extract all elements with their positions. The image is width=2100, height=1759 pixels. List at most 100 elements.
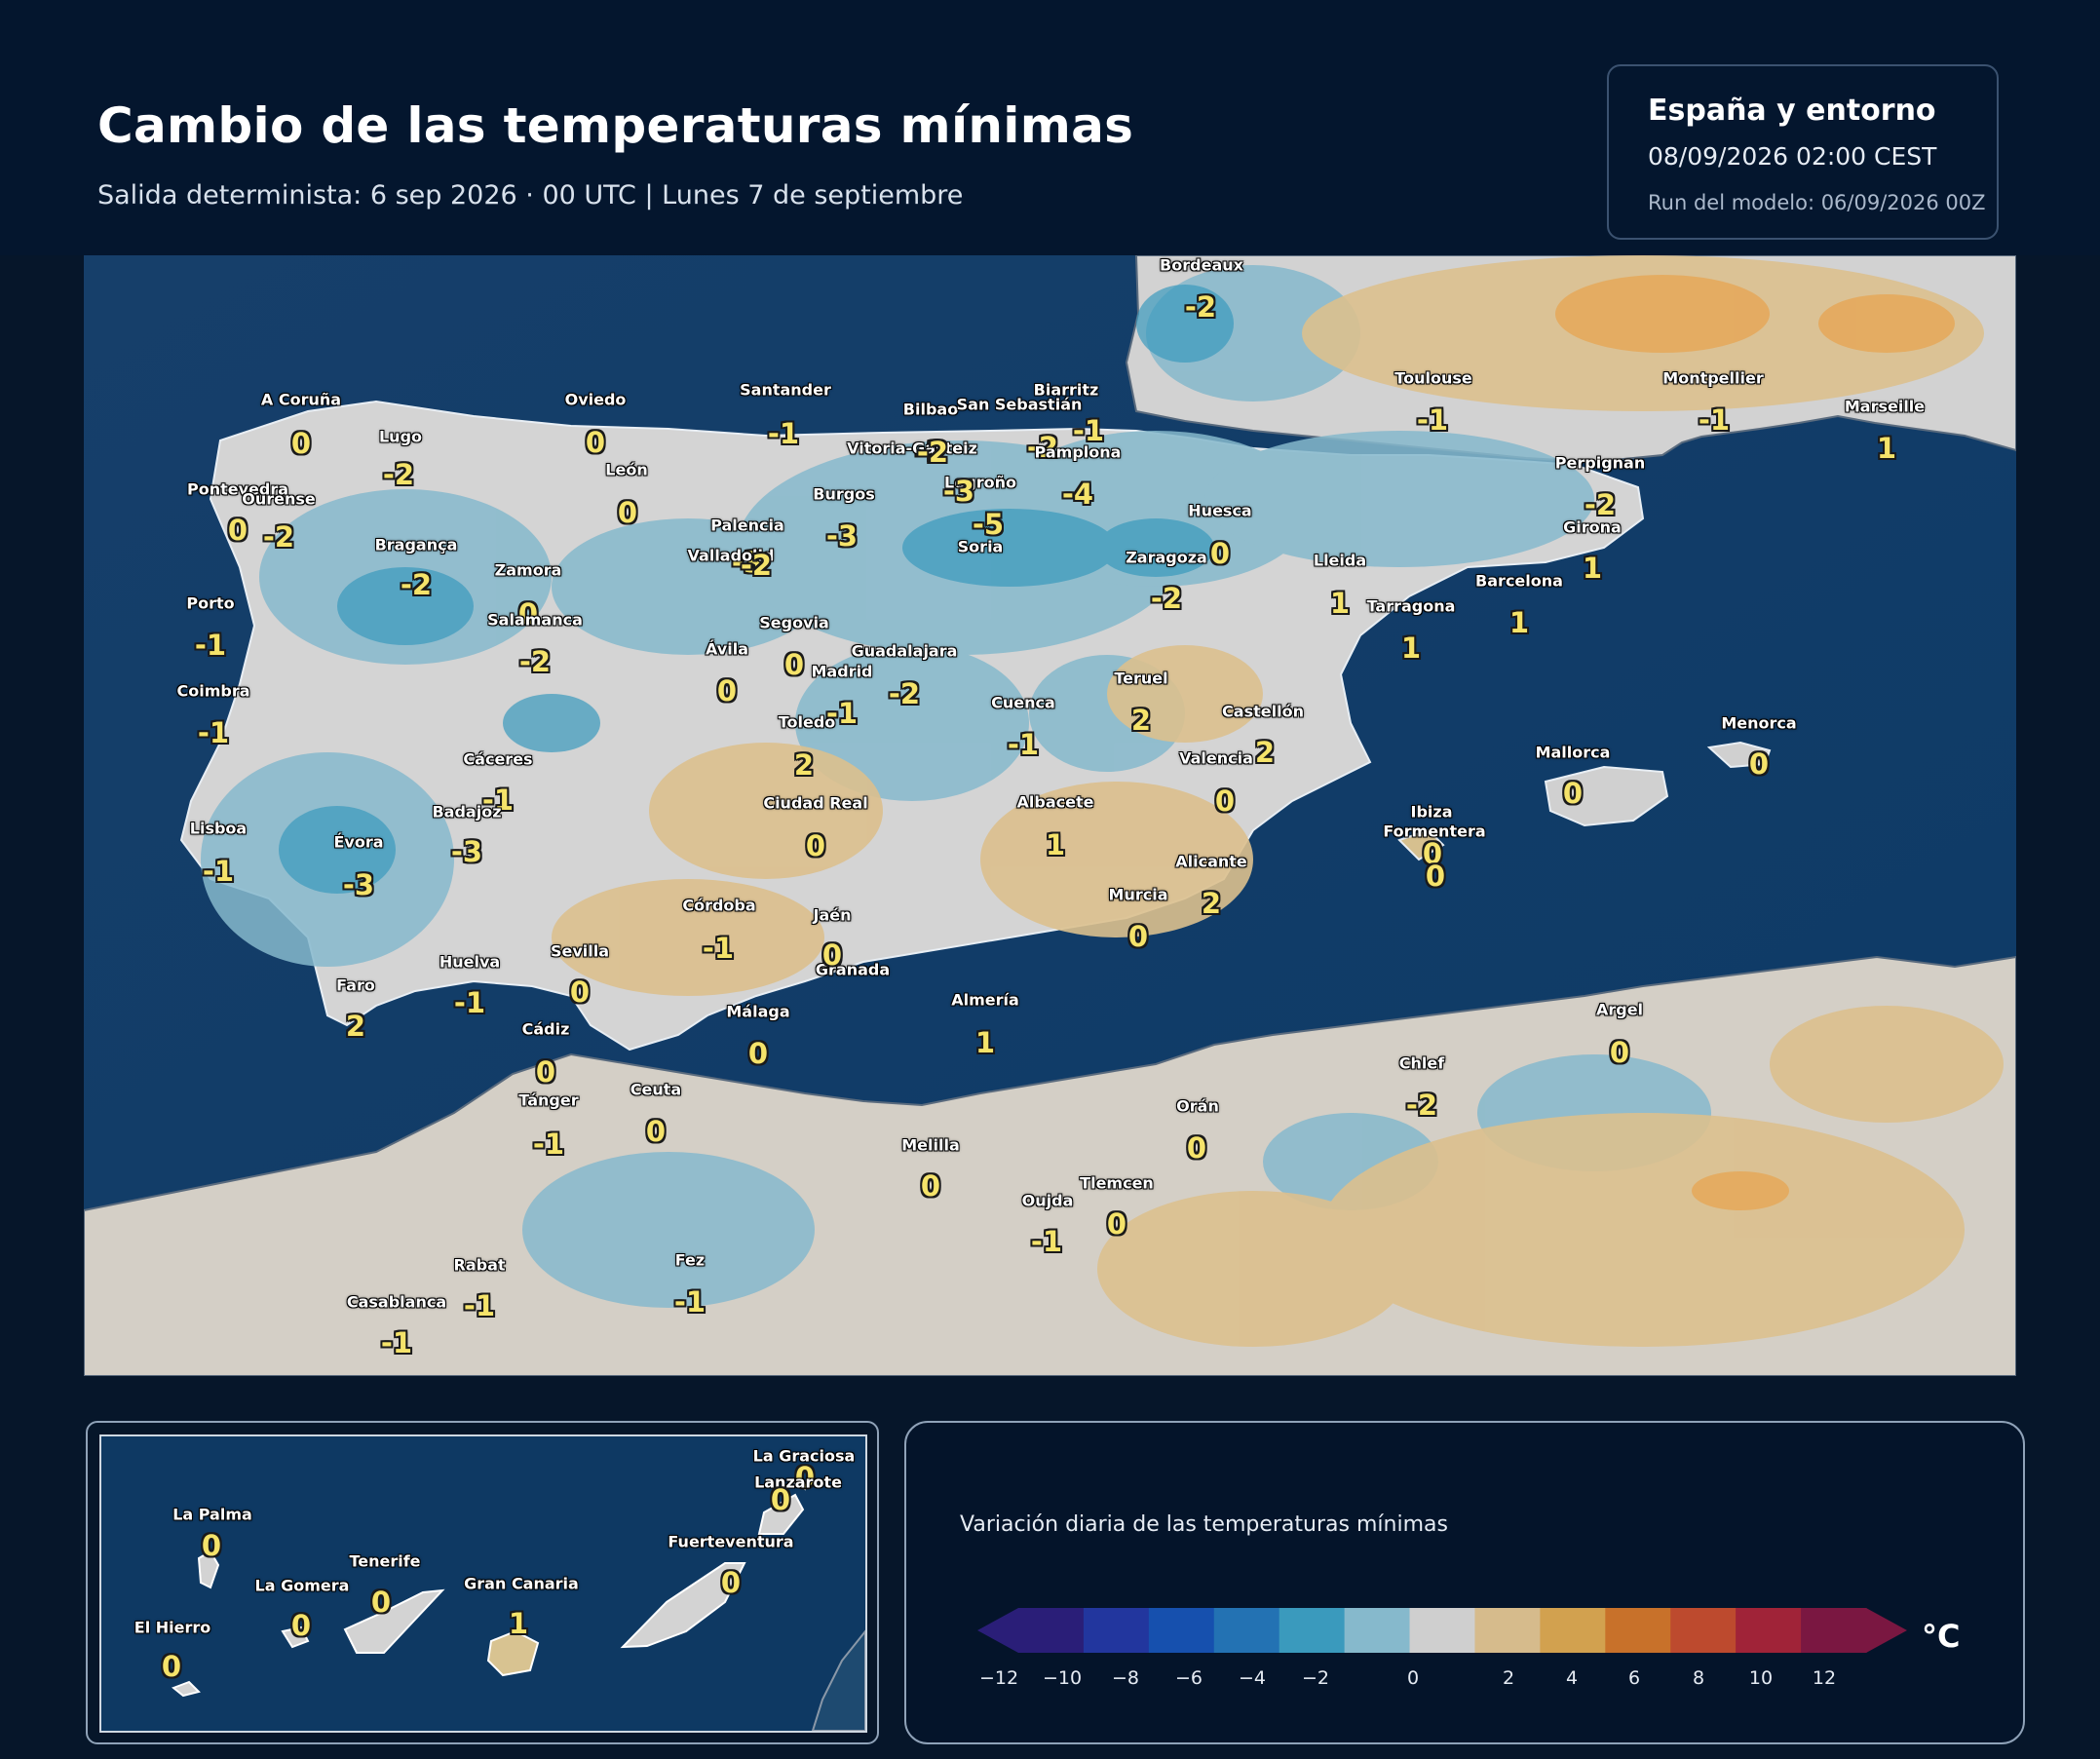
canarias-canvas <box>101 1436 865 1731</box>
island-gran-canaria <box>486 1629 540 1677</box>
city-label-a-coruna: A Coruña <box>260 390 342 409</box>
temp-change-lisboa: -1 <box>202 855 235 888</box>
city-label-zaragoza: Zaragoza <box>1126 548 1207 567</box>
city-label-guadalajara: Guadalajara <box>851 641 958 661</box>
colorbar-segment <box>1605 1608 1671 1653</box>
temp-change-oujda: -1 <box>1030 1225 1063 1258</box>
temp-change-fez: -1 <box>673 1285 706 1319</box>
colorbar-tick-label: −2 <box>1302 1667 1329 1689</box>
city-label-girona: Girona <box>1563 517 1622 537</box>
city-label-jaen: Jaén <box>813 905 852 925</box>
colorbar-segment <box>1801 1608 1867 1653</box>
city-label-salamanca: Salamanca <box>487 610 583 630</box>
temp-change-jaen: 0 <box>821 939 843 973</box>
city-label-porto: Porto <box>186 593 235 613</box>
temp-change-mallorca: 0 <box>1562 777 1584 810</box>
anomaly-warm <box>552 255 2004 1347</box>
temp-change-salamanca: -2 <box>518 645 552 678</box>
temp-change-madrid: -1 <box>825 697 859 730</box>
temp-change-porto: -1 <box>194 629 227 662</box>
temp-change-la-graciosa: 0 <box>794 1461 816 1494</box>
main-map[interactable]: Bordeaux -2 A Coruña 0 Lugo -2 Oviedo 0 Santande… <box>84 255 2016 1376</box>
city-label-zamora: Zamora <box>494 560 562 580</box>
city-label-toulouse: Toulouse <box>1394 368 1472 388</box>
legend-unit: °C <box>1922 1618 1961 1655</box>
temp-change-almeria: 1 <box>974 1026 996 1059</box>
city-label-formentera: Formentera <box>1383 822 1486 841</box>
temp-change-granada: 0 <box>821 938 843 972</box>
colorbar-tick-label: 2 <box>1503 1667 1514 1689</box>
city-label-huesca: Huesca <box>1188 501 1252 520</box>
temp-change-albacete: 1 <box>1045 828 1066 861</box>
temp-change-burgos: -3 <box>825 519 859 553</box>
temp-change-leon: 0 <box>617 496 638 529</box>
temp-change-logrono: -3 <box>942 475 975 508</box>
colorbar-segment <box>1344 1608 1411 1653</box>
temp-change-gran-canaria: 1 <box>508 1607 529 1640</box>
temp-change-zaragoza: -2 <box>1150 582 1183 615</box>
city-label-badajoz: Badajoz <box>432 802 502 822</box>
city-label-murcia: Murcia <box>1108 885 1168 904</box>
colorbar-tick-label: −6 <box>1175 1667 1203 1689</box>
info-box: España y entorno 08/09/2026 02:00 CEST R… <box>1607 64 1999 240</box>
land-ibiza <box>1397 828 1445 861</box>
city-label-melilla: Melilla <box>901 1135 960 1155</box>
temp-change-zamora: 0 <box>517 597 539 631</box>
city-label-faro: Faro <box>336 975 375 995</box>
temp-change-soria: -5 <box>972 508 1005 541</box>
city-label-tarragona: Tarragona <box>1366 596 1456 616</box>
temp-change-la-gomera: 0 <box>290 1609 312 1642</box>
city-label-braganca: Bragança <box>374 535 458 554</box>
city-label-cuenca: Cuenca <box>991 693 1055 712</box>
temp-change-vitoria-gasteiz: -2 <box>916 436 949 469</box>
city-label-toledo: Toledo <box>778 712 836 732</box>
temp-change-girona: 1 <box>1582 552 1603 585</box>
city-label-valencia: Valencia <box>1179 748 1253 768</box>
legend-title: Variación diaria de las temperaturas mín… <box>960 1512 1448 1537</box>
colorbar-segment <box>1279 1608 1346 1653</box>
city-label-bilbao: Bilbao <box>902 400 959 419</box>
temp-change-avila: 0 <box>716 674 738 707</box>
city-label-marseille: Marseille <box>1844 397 1926 416</box>
temp-change-la-palma: 0 <box>201 1529 222 1562</box>
temp-change-valladolid: -2 <box>740 549 773 582</box>
colorbar-tick-label: −10 <box>1043 1667 1082 1689</box>
island-fuerteventura <box>620 1562 746 1649</box>
colorbar-segment <box>1083 1608 1150 1653</box>
temp-change-ourense: -2 <box>262 520 295 554</box>
temp-change-bordeaux: -2 <box>1184 290 1217 324</box>
city-label-madrid: Madrid <box>811 662 873 681</box>
temp-change-valencia: 0 <box>1214 784 1236 818</box>
city-label-tlemcen: Tlemcen <box>1080 1173 1154 1193</box>
temp-change-pamplona: -4 <box>1061 478 1094 511</box>
temp-change-tanger: -1 <box>532 1128 565 1161</box>
page-subtitle: Salida determinista: 6 sep 2026 · 00 UTC… <box>97 180 964 210</box>
temp-change-chlef: -2 <box>1405 1089 1438 1122</box>
city-label-pontevedra: Pontevedra <box>186 479 289 499</box>
colorbar-tick-label: 0 <box>1407 1667 1419 1689</box>
temp-change-braganca: -2 <box>400 568 433 601</box>
temp-change-lugo: -2 <box>382 458 415 491</box>
city-label-bordeaux: Bordeaux <box>1160 255 1243 275</box>
city-label-rabat: Rabat <box>453 1255 506 1275</box>
city-label-santander: Santander <box>740 380 831 400</box>
city-label-soria: Soria <box>957 537 1004 556</box>
temp-change-alicante: 2 <box>1201 887 1222 920</box>
colorbar-extend-high <box>1866 1608 1907 1653</box>
canarias-inset[interactable]: La Graciosa 0 Lanzarote 0 La Palma 0 Fuerteven… <box>86 1421 879 1744</box>
land-menorca <box>1706 741 1772 769</box>
temp-change-toulouse: -1 <box>1416 403 1449 437</box>
temp-change-marseille: 1 <box>1876 432 1897 465</box>
island-el-hierro <box>172 1680 201 1698</box>
anomaly-cooler <box>279 285 1234 894</box>
city-label-sevilla: Sevilla <box>550 941 610 961</box>
temp-change-oran: 0 <box>1186 1131 1207 1165</box>
temp-change-santander: -1 <box>767 417 800 450</box>
temp-change-ciudad-real: 0 <box>805 829 826 862</box>
city-label-tanger: Tánger <box>518 1090 579 1110</box>
temp-change-malaga: 0 <box>747 1037 769 1070</box>
colorbar: −12 −10 −8 −6 −4 −2 0 2 4 6 8 10 12 <box>977 1608 1907 1689</box>
colorbar-segment <box>1474 1608 1541 1653</box>
temp-change-teruel: 2 <box>1130 704 1152 737</box>
city-label-burgos: Burgos <box>813 484 875 504</box>
